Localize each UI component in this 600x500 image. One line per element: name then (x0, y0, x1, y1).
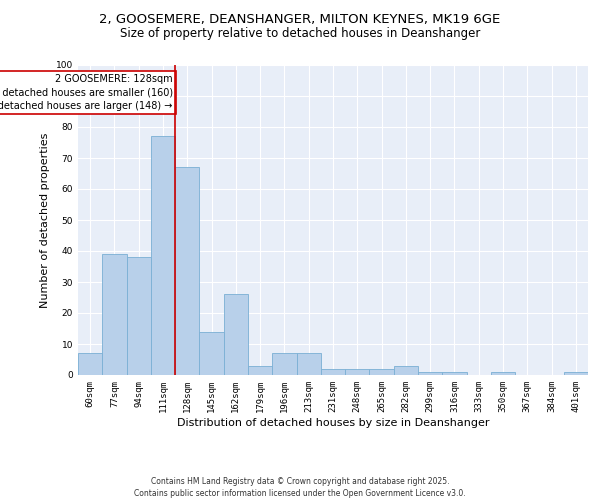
Bar (248, 366, 272, 375)
Bar (296, 354, 321, 375)
Text: Contains HM Land Registry data © Crown copyright and database right 2025.
Contai: Contains HM Land Registry data © Crown c… (134, 476, 466, 498)
Bar (175, 168, 199, 375)
Bar (345, 369, 370, 375)
Bar (491, 372, 515, 375)
Bar (102, 254, 127, 375)
Text: 2 GOOSEMERE: 128sqm
← 52% of detached houses are smaller (160)
48% of semi-detac: 2 GOOSEMERE: 128sqm ← 52% of detached ho… (0, 74, 173, 110)
Text: 2, GOOSEMERE, DEANSHANGER, MILTON KEYNES, MK19 6GE: 2, GOOSEMERE, DEANSHANGER, MILTON KEYNES… (100, 12, 500, 26)
Bar (418, 372, 442, 375)
Bar (564, 372, 588, 375)
Bar (394, 366, 418, 375)
Bar (151, 136, 175, 375)
Bar (78, 354, 102, 375)
Bar (224, 294, 248, 375)
Bar (370, 369, 394, 375)
Bar (442, 372, 467, 375)
Y-axis label: Number of detached properties: Number of detached properties (40, 132, 50, 308)
Bar (127, 257, 151, 375)
X-axis label: Distribution of detached houses by size in Deanshanger: Distribution of detached houses by size … (177, 418, 489, 428)
Bar (199, 332, 224, 375)
Text: Size of property relative to detached houses in Deanshanger: Size of property relative to detached ho… (120, 28, 480, 40)
Bar (321, 369, 345, 375)
Bar (272, 354, 296, 375)
